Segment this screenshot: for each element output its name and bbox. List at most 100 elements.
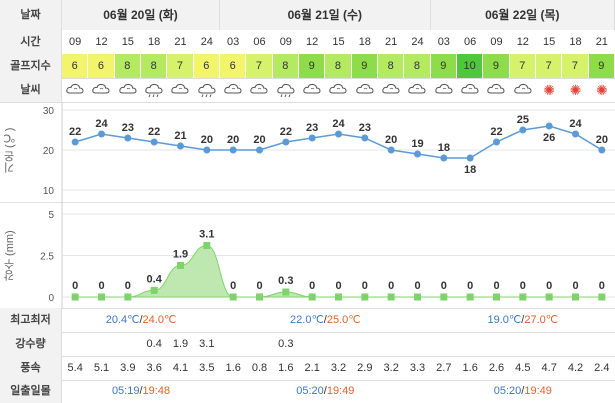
cloud-icon xyxy=(510,78,536,102)
precipitation-tick-label: 2.5 xyxy=(40,252,54,263)
golf-cells: 6 6 8 8 7 6 6 7 8 9 8 9 8 8 9 10 9 7 7 7 9 xyxy=(62,54,615,78)
golf-index-cell: 6 xyxy=(193,54,220,78)
temperature-data-label: 19 xyxy=(411,138,423,150)
wind-speed-cell: 1.6 xyxy=(462,362,478,374)
rain-cloud-icon xyxy=(194,78,220,102)
precipitation-tick-label: 0 xyxy=(48,293,54,304)
temperature-point xyxy=(308,134,316,142)
wind-speed-cell: 2.7 xyxy=(436,362,452,374)
temperature-point xyxy=(519,126,527,134)
hour-cell: 24 xyxy=(411,36,424,48)
sun-icon: ✺ xyxy=(543,82,556,98)
precipitation-point xyxy=(150,286,158,294)
min-temperature: 20.4℃ xyxy=(105,314,140,326)
day-headers: 06월 20일 (화) 06월 21일 (수) 06월 22일 (목) xyxy=(62,0,615,30)
rain-amount-cell xyxy=(352,332,378,356)
precipitation-data-label: 3.1 xyxy=(199,229,214,241)
temperature-data-label: 20 xyxy=(227,134,239,146)
golf-index-cell: 8 xyxy=(114,54,141,78)
temperature-tick-label: 20 xyxy=(43,146,55,157)
temperature-point xyxy=(387,146,395,154)
precipitation-point xyxy=(308,293,316,301)
precipitation-point xyxy=(256,293,263,301)
rain-amount-cell xyxy=(536,332,562,356)
rain-amount-cell: 0.3 xyxy=(278,338,294,350)
hour-cell: 06 xyxy=(253,36,266,48)
golf-index-cell: 9 xyxy=(588,54,615,78)
separator: / xyxy=(139,314,143,326)
temperature-point xyxy=(124,134,132,142)
precipitation-point xyxy=(545,293,553,301)
hour-cells: 09 12 15 18 21 24 03 06 09 12 15 18 21 24 03 06 09 12 15 18… xyxy=(62,30,615,54)
hour-cell: 21 xyxy=(385,36,398,48)
rain-amount-cell xyxy=(378,332,404,356)
temperature-point xyxy=(229,146,237,154)
hour-cell: 15 xyxy=(543,36,556,48)
golf-index-cell: 9 xyxy=(351,54,378,78)
precipitation-point xyxy=(124,293,132,301)
precipitation-point xyxy=(335,293,342,301)
rain-amount-cell xyxy=(483,332,509,356)
golf-index-cell: 8 xyxy=(325,54,352,78)
cloud-icon xyxy=(352,78,378,102)
temperature-data-label: 18 xyxy=(438,142,450,154)
hour-cell: 09 xyxy=(490,36,503,48)
hour-cell: 21 xyxy=(595,36,608,48)
sunset-time: 19:48 xyxy=(142,385,171,397)
weather-label: 날씨 xyxy=(0,78,62,102)
date-row: 날짜 06월 20일 (화) 06월 21일 (수) 06월 22일 (목) xyxy=(0,0,615,31)
precipitation-plot: 0 2.5 5 0 0 0 0.4 1.9 3.1 0 0 0.3 0 0 0 0 0 0 0 0 0 0 0 0 xyxy=(40,202,615,308)
cloud-icon xyxy=(404,78,430,102)
max-temperature: 24.0℃ xyxy=(142,314,177,326)
precipitation-data-label: 0 xyxy=(493,280,499,292)
temperature-data-label: 22 xyxy=(280,126,292,138)
golf-index-cell: 7 xyxy=(167,54,194,78)
minmax-row: 최고최저 20.4℃/24.0℃ 22.0℃/25.0℃ 19.0℃/27.0℃ xyxy=(0,308,615,333)
wind-speed-cell: 5.1 xyxy=(93,362,110,374)
temperature-data-label: 24 xyxy=(95,118,108,130)
hour-cell: 18 xyxy=(358,36,371,48)
hour-cell: 03 xyxy=(227,36,240,48)
golf-index-cell: 10 xyxy=(457,54,484,78)
precipitation-tick-label: 5 xyxy=(48,210,54,221)
temperature-data-label: 21 xyxy=(174,130,186,142)
precipitation-data-label: 1.9 xyxy=(173,248,188,260)
rain-amount-cell xyxy=(562,332,588,356)
minmax-cells: 20.4℃/24.0℃ 22.0℃/25.0℃ 19.0℃/27.0℃ xyxy=(62,308,615,332)
temperature-data-label: 26 xyxy=(543,132,555,144)
rain-amount-cell xyxy=(115,332,141,356)
temperature-data-label: 23 xyxy=(122,122,134,134)
temperature-point xyxy=(203,146,211,154)
hour-cell: 15 xyxy=(121,36,134,48)
temperature-data-label: 22 xyxy=(69,126,81,138)
rain-amount-cell: 1.9 xyxy=(172,338,189,350)
sunrise-time: 05:20 xyxy=(296,385,324,397)
precipitation-data-label: 0 xyxy=(72,280,78,292)
rain-amount-cell xyxy=(404,332,430,356)
hour-cell: 09 xyxy=(279,36,292,48)
cloud-icon xyxy=(325,78,351,102)
temperature-point xyxy=(335,130,342,138)
hour-cell: 09 xyxy=(69,36,82,48)
sunrise-day-3: 05:20/19:49 xyxy=(431,380,615,403)
temperature-tick-label: 30 xyxy=(43,106,55,117)
temperature-point xyxy=(572,130,579,138)
date-label: 날짜 xyxy=(0,0,62,30)
hour-cell: 18 xyxy=(569,36,582,48)
wind-speed-cell: 1.6 xyxy=(225,362,241,374)
wind-speed-cell: 0.8 xyxy=(251,362,268,374)
hour-cell: 03 xyxy=(437,36,450,48)
precipitation-point xyxy=(466,293,474,301)
cloud-icon xyxy=(115,78,141,102)
day-header-1: 06월 20일 (화) xyxy=(62,0,220,30)
precipitation-point xyxy=(177,261,184,269)
temperature-data-label: 24 xyxy=(332,118,345,130)
rain-amount-cell xyxy=(299,332,325,356)
cloud-icon xyxy=(483,78,509,102)
temperature-data-label: 20 xyxy=(596,134,608,146)
rain-amount-cell xyxy=(510,332,536,356)
rain-amount-cell xyxy=(589,332,615,356)
day-header-2: 06월 21일 (수) xyxy=(220,0,431,30)
golf-index-cell: 8 xyxy=(272,54,299,78)
temperature-point xyxy=(256,146,263,154)
